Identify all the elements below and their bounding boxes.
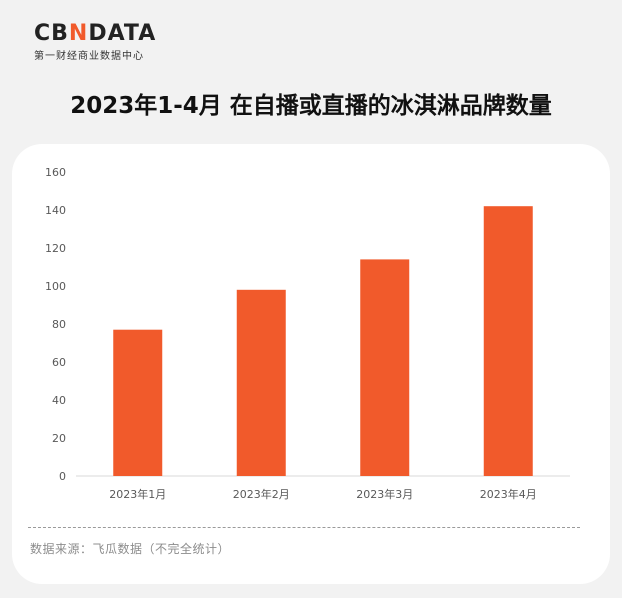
y-tick-label: 60	[52, 356, 66, 369]
x-tick-label: 2023年1月	[109, 487, 166, 501]
source-note: 数据来源：飞瓜数据（不完全统计）	[30, 542, 231, 556]
y-tick-label: 40	[52, 394, 66, 407]
bar-4	[483, 206, 533, 476]
x-tick-label: 2023年3月	[356, 487, 413, 501]
x-axis: 2023年1月 2023年2月 2023年3月 2023年4月	[109, 487, 537, 501]
bar-1	[113, 329, 163, 476]
logo-subtitle: 第一财经商业数据中心	[34, 51, 144, 62]
y-tick-label: 140	[45, 204, 66, 217]
y-tick-label: 80	[52, 318, 66, 331]
source-divider	[28, 527, 580, 528]
y-tick-label: 160	[45, 166, 66, 179]
bar-3	[360, 259, 410, 476]
y-tick-label: 120	[45, 242, 66, 255]
x-tick-label: 2023年4月	[480, 487, 537, 501]
y-tick-label: 0	[59, 470, 66, 483]
bar-2	[236, 289, 286, 476]
y-tick-label: 20	[52, 432, 66, 445]
y-tick-label: 100	[45, 280, 66, 293]
x-tick-label: 2023年2月	[233, 487, 290, 501]
logo-wordmark: CBNDATA	[34, 21, 157, 46]
brand-logo: CBNDATA 第一财经商业数据中心	[34, 21, 157, 63]
y-axis: 0 20 40 60 80 100 120 140 160	[45, 166, 66, 483]
chart-title: 2023年1-4月 在自播或直播的冰淇淋品牌数量	[70, 93, 552, 119]
bars	[113, 206, 533, 476]
